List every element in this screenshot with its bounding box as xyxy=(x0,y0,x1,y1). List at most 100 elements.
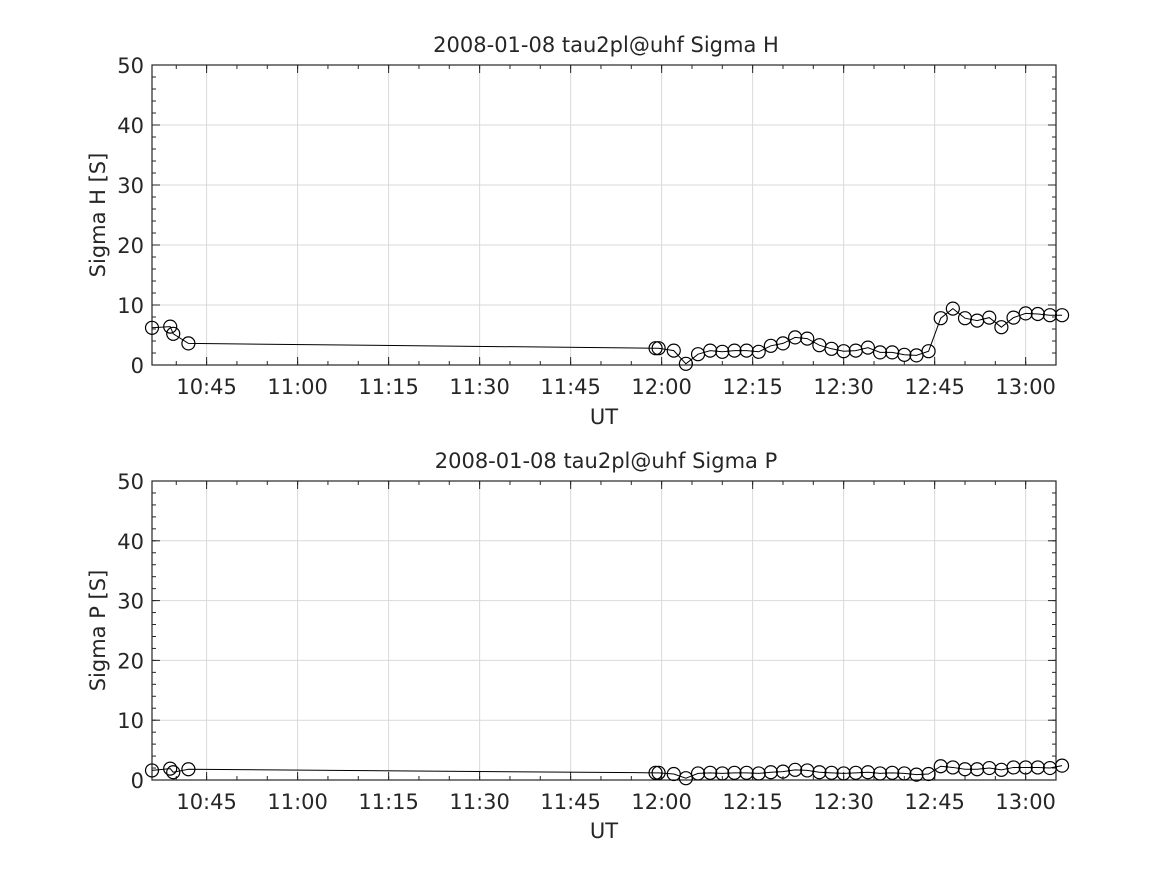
data-point xyxy=(982,760,997,776)
data-point xyxy=(836,344,851,359)
x-tick-label: 11:00 xyxy=(267,375,328,399)
y-tick-label: 20 xyxy=(117,234,144,258)
data-point xyxy=(703,343,718,358)
data-point xyxy=(648,765,663,780)
series-line xyxy=(151,765,1063,779)
data-point xyxy=(957,762,973,777)
data-point xyxy=(860,340,876,355)
data-point xyxy=(727,765,742,780)
data-point xyxy=(921,766,936,782)
data-point xyxy=(1030,306,1045,322)
data-point xyxy=(800,331,815,346)
data-point xyxy=(848,765,863,780)
data-point xyxy=(1054,308,1070,323)
x-tick-label: 11:30 xyxy=(449,790,510,814)
data-point xyxy=(933,311,948,326)
y-tick-label: 30 xyxy=(117,174,144,198)
chart-title: 2008-01-08 tau2pl@uhf Sigma H xyxy=(433,33,779,57)
x-tick-label: 13:00 xyxy=(995,790,1056,814)
x-tick-label: 12:30 xyxy=(813,375,874,399)
data-point xyxy=(163,761,178,776)
y-tick-label: 0 xyxy=(131,354,144,378)
data-point xyxy=(921,344,936,359)
data-point xyxy=(982,310,997,325)
y-axis-label: Sigma P [S] xyxy=(86,570,110,692)
data-point xyxy=(715,766,730,781)
data-point xyxy=(648,341,663,356)
data-point xyxy=(715,344,730,359)
data-point xyxy=(739,765,754,780)
data-point xyxy=(763,765,778,780)
data-point xyxy=(1018,760,1033,775)
y-axis-label: Sigma H [S] xyxy=(86,153,110,278)
data-point xyxy=(994,320,1009,335)
data-point xyxy=(812,765,827,780)
sigma-p-panel: 10:45 11:00 11:15 11:30 11:45 12:00 12:15 12:30… xyxy=(86,449,1070,843)
x-tick-label: 12:00 xyxy=(631,790,692,814)
data-point xyxy=(163,319,178,334)
y-tick-label: 50 xyxy=(117,54,144,78)
x-tick-label: 11:15 xyxy=(358,375,419,399)
data-point xyxy=(945,760,960,775)
y-tick-label: 40 xyxy=(117,114,144,138)
data-point xyxy=(181,762,196,777)
data-point xyxy=(897,766,912,781)
data-point xyxy=(788,330,803,345)
data-point xyxy=(885,765,900,780)
x-tick-label: 11:45 xyxy=(540,790,601,814)
data-point xyxy=(751,344,766,359)
x-tick-label: 11:00 xyxy=(267,790,328,814)
data-point xyxy=(739,343,754,358)
data-point xyxy=(651,765,666,780)
data-point xyxy=(933,759,948,774)
data-point xyxy=(860,765,876,780)
axes-frame xyxy=(151,64,1057,366)
data-point xyxy=(872,766,888,781)
data-point xyxy=(690,766,706,781)
y-tick-label: 10 xyxy=(117,709,144,733)
x-tick-label: 11:30 xyxy=(449,375,510,399)
y-tick-label: 10 xyxy=(117,294,144,318)
x-tick-label: 13:00 xyxy=(995,375,1056,399)
data-point xyxy=(703,765,718,780)
data-point xyxy=(651,341,666,356)
x-tick-label: 10:45 xyxy=(176,375,237,399)
x-tick-label: 12:15 xyxy=(722,790,783,814)
x-tick-label: 11:15 xyxy=(358,790,419,814)
data-point xyxy=(678,771,694,786)
data-point xyxy=(897,347,912,362)
data-point xyxy=(144,763,160,778)
sigma-h-panel: 10:45 11:00 11:15 11:30 11:45 12:00 12:15 12:30… xyxy=(86,33,1070,429)
data-point xyxy=(166,765,181,780)
series-line xyxy=(151,307,1063,365)
y-tick-label: 50 xyxy=(117,470,144,494)
x-axis-label: UT xyxy=(590,819,618,843)
data-point xyxy=(727,343,742,358)
chart-title: 2008-01-08 tau2pl@uhf Sigma P xyxy=(435,449,778,473)
data-point xyxy=(970,762,985,777)
data-point xyxy=(166,326,181,341)
y-tick-label: 0 xyxy=(131,769,144,793)
x-tick-label: 11:45 xyxy=(540,375,601,399)
data-point xyxy=(788,762,803,777)
data-point xyxy=(945,301,960,316)
data-point xyxy=(181,336,196,351)
x-tick-label: 12:00 xyxy=(631,375,692,399)
data-point xyxy=(1018,306,1033,321)
x-tick-label: 12:45 xyxy=(904,375,965,399)
data-point xyxy=(824,765,839,780)
x-tick-label: 12:15 xyxy=(722,375,783,399)
data-point xyxy=(1054,758,1070,773)
data-point xyxy=(1042,308,1058,323)
x-tick-label: 12:30 xyxy=(813,790,874,814)
y-tick-label: 30 xyxy=(117,590,144,614)
data-point xyxy=(775,336,791,351)
data-point xyxy=(751,766,766,781)
axes-frame xyxy=(151,480,1057,781)
data-point xyxy=(678,356,694,371)
data-point xyxy=(1006,760,1021,775)
data-point xyxy=(1030,760,1045,775)
y-tick-label: 40 xyxy=(117,530,144,554)
data-point xyxy=(775,764,791,779)
